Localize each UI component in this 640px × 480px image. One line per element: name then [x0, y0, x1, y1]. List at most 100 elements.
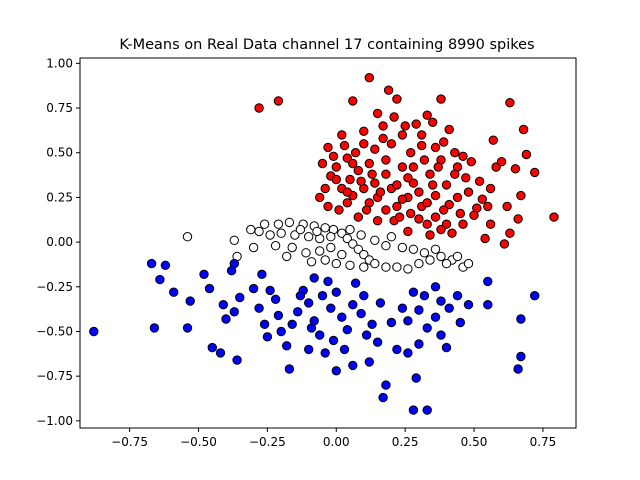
data-point	[265, 285, 275, 296]
data-point	[444, 303, 454, 313]
data-point	[428, 180, 438, 190]
data-point	[430, 190, 441, 201]
data-point	[483, 300, 493, 310]
data-point	[463, 258, 474, 269]
data-point	[441, 342, 452, 353]
data-point	[282, 341, 292, 351]
data-point	[361, 330, 372, 340]
data-point	[425, 169, 435, 179]
data-point	[331, 162, 341, 172]
x-tick-label: 0.75	[530, 435, 557, 449]
data-point	[381, 169, 391, 179]
data-point	[425, 255, 435, 265]
data-point	[378, 133, 388, 144]
data-point	[361, 205, 372, 215]
data-point	[466, 157, 476, 167]
data-point	[397, 130, 408, 140]
data-point	[345, 224, 355, 235]
data-point	[430, 282, 441, 292]
data-point	[317, 291, 328, 301]
data-point	[337, 130, 347, 140]
data-point	[348, 300, 358, 310]
data-point	[452, 291, 463, 301]
data-point	[422, 198, 432, 208]
data-point	[499, 239, 510, 249]
data-point	[287, 242, 297, 253]
data-point	[326, 232, 336, 242]
data-point	[419, 248, 430, 258]
data-point	[419, 155, 430, 165]
data-point	[394, 212, 405, 222]
data-point	[430, 244, 441, 255]
data-point	[323, 201, 333, 212]
data-point	[331, 287, 341, 297]
y-tick-label: 0.75	[46, 101, 73, 115]
data-point	[367, 319, 377, 329]
data-point	[155, 274, 165, 285]
data-point	[359, 262, 369, 272]
data-point	[422, 405, 432, 415]
data-point	[458, 151, 468, 162]
data-point	[323, 276, 333, 287]
data-point	[276, 228, 286, 238]
data-point	[381, 380, 391, 390]
data-point	[422, 323, 432, 333]
data-point	[254, 103, 264, 113]
data-point	[331, 366, 341, 376]
data-point	[320, 255, 330, 265]
data-point	[505, 228, 515, 238]
data-point	[463, 300, 474, 310]
data-point	[381, 155, 391, 165]
data-point	[356, 308, 366, 319]
data-point	[293, 307, 303, 317]
data-point	[270, 294, 281, 304]
data-point	[284, 364, 295, 374]
data-point	[400, 121, 410, 131]
data-point	[403, 226, 413, 237]
x-tick-label: 0.25	[392, 435, 419, 449]
data-point	[348, 96, 358, 106]
data-point	[273, 96, 284, 106]
data-point	[284, 217, 295, 228]
data-point	[342, 153, 352, 163]
data-point	[160, 260, 171, 270]
data-point	[502, 201, 512, 212]
data-point	[326, 242, 336, 253]
data-point	[339, 344, 350, 355]
data-point	[422, 110, 432, 120]
data-point	[356, 230, 366, 240]
data-point	[370, 258, 380, 269]
data-point	[317, 158, 328, 169]
data-point	[146, 258, 157, 269]
data-point	[304, 232, 314, 242]
data-point	[408, 162, 419, 172]
data-point	[372, 108, 383, 119]
data-point	[397, 162, 408, 172]
data-point	[370, 144, 380, 154]
plot-frame	[79, 57, 577, 429]
data-point	[372, 216, 383, 226]
data-point	[334, 205, 344, 215]
data-point	[392, 94, 402, 104]
y-axis: −1.00 −0.75 −0.50 −0.25 0.00 0.25 0.50 0.75 1.00	[36, 56, 80, 428]
data-point	[521, 149, 532, 160]
data-point	[309, 273, 319, 283]
data-point	[496, 157, 507, 167]
data-point	[235, 292, 245, 303]
x-tick-label: −0.50	[180, 435, 217, 449]
data-point	[254, 226, 264, 237]
data-point	[389, 112, 399, 122]
data-point	[89, 326, 99, 337]
data-point	[425, 230, 435, 240]
data-point	[397, 194, 408, 204]
data-point	[359, 291, 369, 301]
data-point	[480, 233, 490, 244]
data-point	[337, 312, 347, 322]
data-point	[364, 158, 374, 169]
data-point	[254, 303, 264, 313]
y-tick-label: −0.75	[36, 369, 73, 383]
data-point	[273, 310, 284, 321]
x-axis: −0.75 −0.50 −0.25 0.00 0.25 0.50 0.75	[111, 428, 556, 449]
data-point	[392, 344, 402, 355]
